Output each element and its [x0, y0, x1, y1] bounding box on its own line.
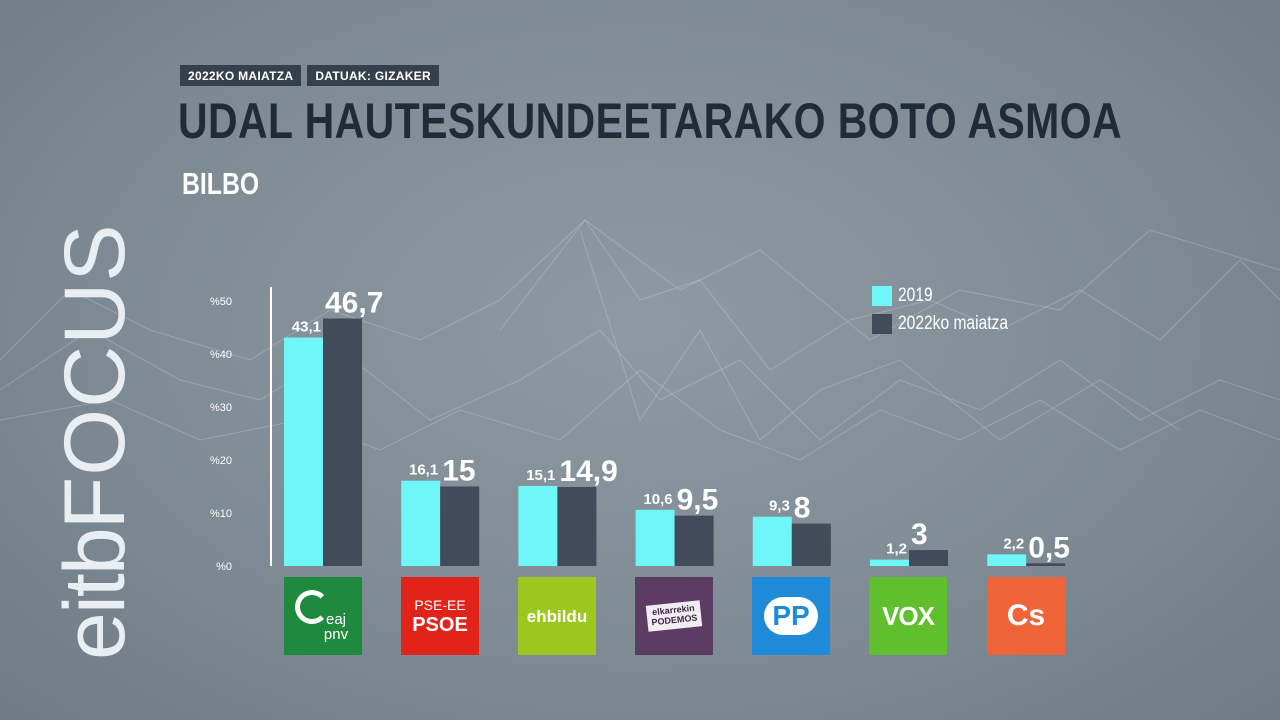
y-tick-label: %40 [210, 349, 232, 361]
bar-2022-5 [909, 550, 948, 566]
bar-2022-3 [674, 515, 714, 566]
header-tags: 2022KO MAIATZA DATUAK: GIZAKER [180, 65, 439, 86]
data-label-2022-3: 9,5 [677, 484, 719, 517]
eaj-pnv-logo: eaj pnv [284, 577, 362, 655]
chart-title: UDAL HAUTESKUNDEETARAKO BOTO ASMOA [178, 93, 1123, 149]
bar-2022-0 [323, 318, 362, 566]
legend-label-2022: 2022ko maiatza [898, 313, 1009, 334]
y-tick-label: %30 [210, 402, 232, 414]
pp-text: PP [764, 597, 818, 635]
bar-2019-3 [635, 509, 675, 566]
legend-item-2019: 2019 [872, 283, 1032, 309]
bar-2019-4 [752, 516, 792, 566]
data-label-2019-6: 2,2 [1003, 535, 1024, 552]
elkarrekin-podemos-logo: elkarrekin PODEMOS [635, 577, 713, 655]
bar-2022-2 [557, 487, 597, 566]
vox-logo: VOX [869, 577, 947, 655]
chart-subtitle: BILBO [182, 166, 260, 201]
data-label-2019-2: 15,1 [526, 467, 555, 484]
eaj-swirl-icon [295, 590, 329, 624]
ehbildu-logo: ehbildu [518, 577, 596, 655]
ehbildu-text: ehbildu [526, 606, 588, 626]
data-label-2022-5: 3 [911, 518, 928, 551]
data-label-2022-2: 14,9 [559, 455, 617, 488]
cs-text: Cs [1006, 599, 1046, 632]
y-tick-label: %20 [210, 455, 232, 467]
data-label-2022-0: 46,7 [325, 286, 383, 319]
legend-swatch-2019 [872, 286, 892, 306]
elkarrekin-podemos-text: elkarrekin PODEMOS [645, 600, 703, 632]
bar-2022-4 [791, 523, 831, 566]
pp-logo: PP [752, 577, 830, 655]
data-label-2019-5: 1,2 [886, 541, 907, 558]
pse-ee-text: PSE-EE [414, 596, 466, 613]
bar-2019-5 [870, 559, 909, 566]
bar-2022-1 [440, 486, 480, 566]
eaj-pnv-logo-text: eaj pnv [323, 611, 349, 643]
data-label-2019-3: 10,6 [643, 491, 672, 508]
data-label-2022-4: 8 [794, 492, 811, 525]
legend-label-2019: 2019 [898, 285, 933, 306]
legend-item-2022: 2022ko maiatza [872, 311, 1032, 337]
y-tick-label: %10 [210, 508, 232, 520]
pse-psoe-logo: PSE-EE PSOE [401, 577, 479, 655]
chart-legend: 2019 2022ko maiatza [872, 283, 1032, 339]
bar-2019-0 [284, 337, 323, 566]
date-tag: 2022KO MAIATZA [180, 65, 302, 86]
data-label-2019-1: 16,1 [409, 462, 438, 479]
psoe-text: PSOE [412, 613, 468, 636]
bar-2019-2 [518, 485, 558, 566]
data-label-2022-6: 0,5 [1028, 531, 1070, 564]
bar-2022-6 [1026, 563, 1066, 566]
vox-text: VOX [882, 601, 935, 631]
source-tag: DATUAK: GIZAKER [307, 65, 439, 86]
bar-2019-1 [401, 480, 441, 566]
data-label-2022-1: 15 [442, 455, 475, 488]
data-label-2019-4: 9,3 [769, 498, 790, 515]
cs-logo: Cs [987, 577, 1065, 655]
data-label-2019-0: 43,1 [292, 319, 321, 336]
bar-2019-6 [987, 554, 1027, 566]
y-tick-label: %50 [210, 296, 232, 308]
y-tick-label: %0 [216, 561, 232, 573]
legend-swatch-2022 [872, 314, 892, 334]
